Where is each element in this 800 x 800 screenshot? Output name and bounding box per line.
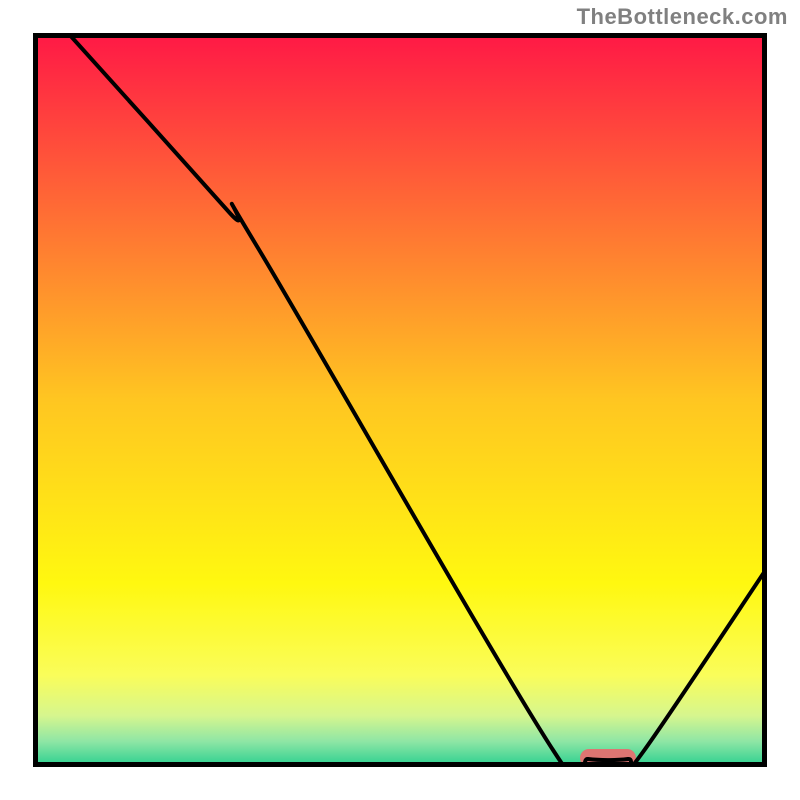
chart-container: TheBottleneck.com [0, 0, 800, 800]
plot-area [33, 33, 767, 767]
watermark-label: TheBottleneck.com [577, 4, 788, 30]
gradient-background [33, 33, 767, 767]
chart-svg [33, 33, 767, 767]
